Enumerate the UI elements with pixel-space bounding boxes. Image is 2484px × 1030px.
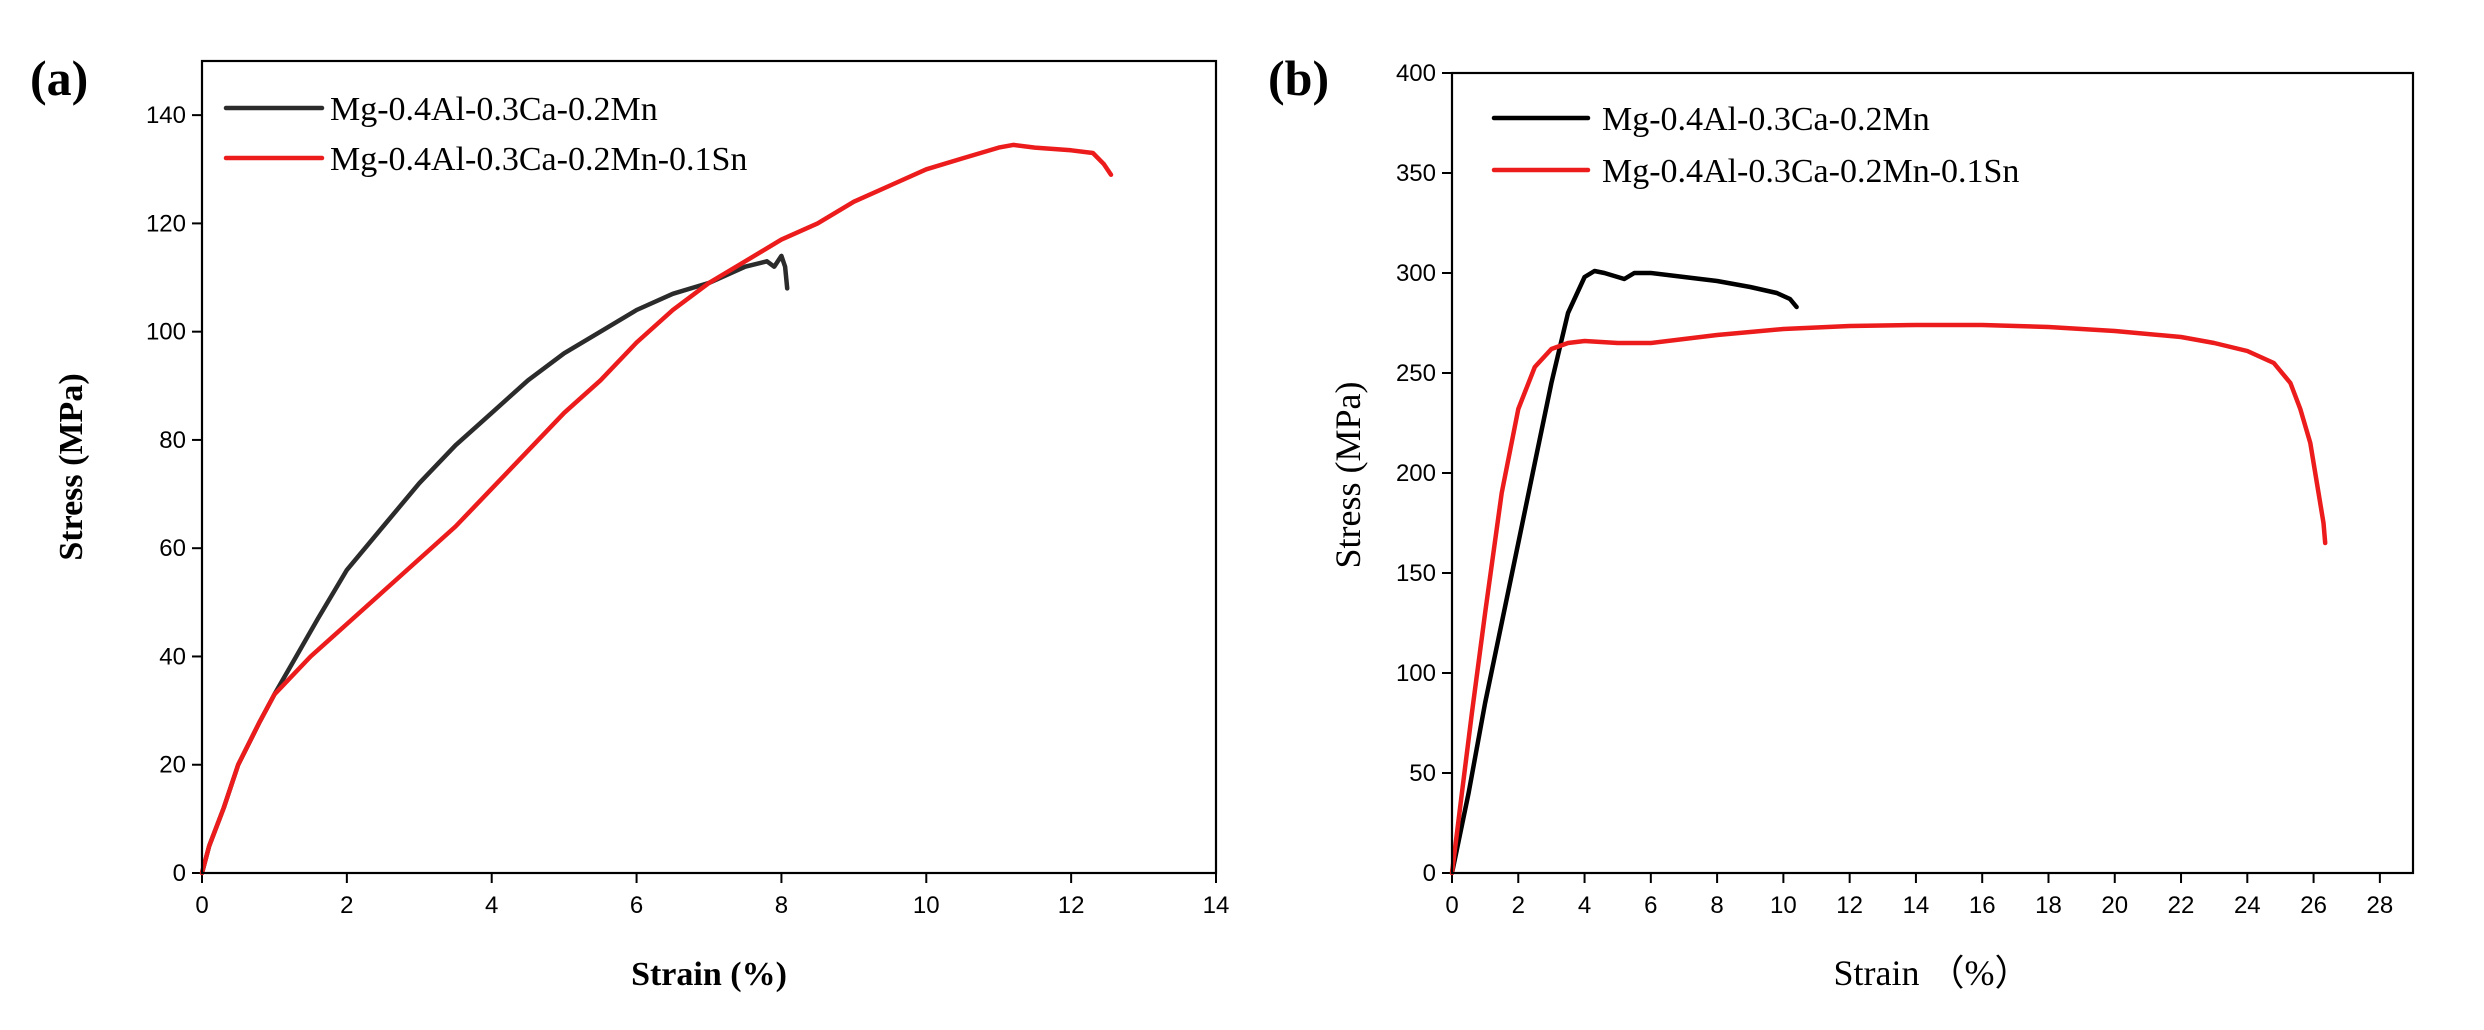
chart-panel-b: (b) 0 2 4 6 8 10 12 14 16 18 20 22 24 26 2805010015020… xyxy=(1268,50,2415,993)
y-tick-label: 60 xyxy=(159,535,186,562)
panel-a-legend-label-2: Mg-0.4Al-0.3Ca-0.2Mn-0.1Sn xyxy=(330,141,747,178)
y-tick-label: 20 xyxy=(159,752,186,779)
y-tick-label: 300 xyxy=(1396,260,1436,287)
panel-a-plot-frame xyxy=(200,59,1218,875)
panel-b-x-axis-label: Strain （%） xyxy=(1834,953,2031,993)
y-tick-label: 250 xyxy=(1396,360,1436,387)
panel-b-plot-frame xyxy=(1450,71,2415,875)
x-tick-label: 20 xyxy=(2101,892,2128,919)
x-tick-label: 4 xyxy=(1578,892,1591,919)
y-tick-label: 0 xyxy=(1423,860,1436,887)
panel-a-legend: Mg-0.4Al-0.3Ca-0.2Mn Mg-0.4Al-0.3Ca-0.2M… xyxy=(223,91,747,178)
y-tick-label: 200 xyxy=(1396,460,1436,487)
panel-b-legend-label-2: Mg-0.4Al-0.3Ca-0.2Mn-0.1Sn xyxy=(1602,153,2019,190)
y-tick-label: 100 xyxy=(1396,660,1436,687)
x-tick-label: 14 xyxy=(1903,892,1930,919)
x-tick-label: 18 xyxy=(2035,892,2062,919)
y-tick-label: 40 xyxy=(159,643,186,670)
x-tick-label: 0 xyxy=(195,892,208,919)
series-line-2 xyxy=(1449,322,2328,876)
panel-a-y-axis-label: Stress (MPa) xyxy=(53,373,90,560)
panel-a-x-axis-label: Strain (%) xyxy=(631,956,787,993)
panel-b-y-axis-label: Stress (MPa) xyxy=(1328,382,1368,569)
panel-b-series xyxy=(1449,268,2328,876)
x-tick-label: 12 xyxy=(1058,892,1085,919)
x-tick-label: 26 xyxy=(2300,892,2327,919)
series-line-1 xyxy=(199,253,790,876)
panel-a-series xyxy=(199,142,1114,876)
panel-b-label: (b) xyxy=(1268,50,1329,106)
x-tick-label: 8 xyxy=(1710,892,1723,919)
x-tick-label: 12 xyxy=(1836,892,1863,919)
x-tick-label: 22 xyxy=(2168,892,2195,919)
y-tick-label: 140 xyxy=(146,102,186,129)
panel-a-legend-label-1: Mg-0.4Al-0.3Ca-0.2Mn xyxy=(330,91,658,128)
x-tick-label: 6 xyxy=(1644,892,1657,919)
series-line-1 xyxy=(1449,268,1799,876)
x-tick-label: 4 xyxy=(485,892,498,919)
x-tick-label: 16 xyxy=(1969,892,1996,919)
x-tick-label: 2 xyxy=(340,892,353,919)
x-tick-label: 6 xyxy=(630,892,643,919)
panel-a-label: (a) xyxy=(30,50,88,106)
y-tick-label: 400 xyxy=(1396,60,1436,87)
y-tick-label: 0 xyxy=(173,860,186,887)
x-tick-label: 0 xyxy=(1445,892,1458,919)
y-tick-label: 350 xyxy=(1396,160,1436,187)
series-line-2 xyxy=(199,142,1114,876)
y-tick-label: 120 xyxy=(146,210,186,237)
y-tick-label: 50 xyxy=(1409,760,1436,787)
x-tick-label: 28 xyxy=(2367,892,2394,919)
y-tick-label: 150 xyxy=(1396,560,1436,587)
panel-b-ticks: 0 2 4 6 8 10 12 14 16 18 20 22 24 26 28050100150200250… xyxy=(1396,60,2393,919)
x-tick-label: 10 xyxy=(913,892,940,919)
x-tick-label: 8 xyxy=(775,892,788,919)
panel-b-legend: Mg-0.4Al-0.3Ca-0.2Mn Mg-0.4Al-0.3Ca-0.2M… xyxy=(1491,101,2019,190)
y-tick-label: 80 xyxy=(159,427,186,454)
y-tick-label: 100 xyxy=(146,319,186,346)
x-tick-label: 2 xyxy=(1512,892,1525,919)
x-tick-label: 24 xyxy=(2234,892,2261,919)
x-tick-label: 10 xyxy=(1770,892,1797,919)
x-tick-label: 14 xyxy=(1203,892,1230,919)
panel-b-legend-label-1: Mg-0.4Al-0.3Ca-0.2Mn xyxy=(1602,101,1930,138)
